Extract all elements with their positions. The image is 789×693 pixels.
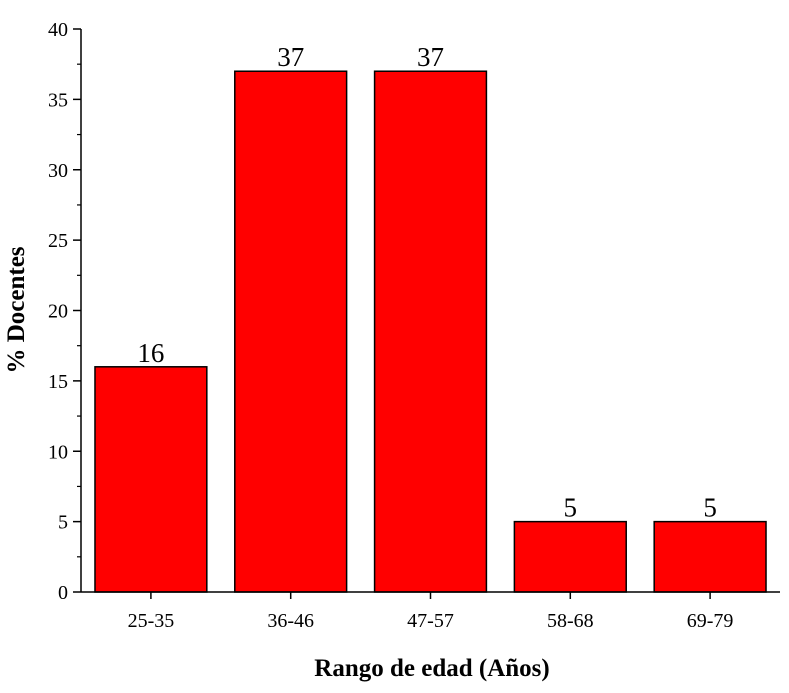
x-tick-label-47-57: 47-57 [407,610,454,632]
y-tick-label-40: 40 [48,19,68,41]
data-label-69-79: 5 [703,493,717,523]
y-tick-label-35: 35 [48,89,68,111]
data-label-25-35: 16 [137,338,164,368]
y-tick-label-15: 15 [48,371,68,393]
y-tick-label-25: 25 [48,230,68,252]
y-tick-label-20: 20 [48,301,68,323]
data-label-47-57: 37 [417,42,444,72]
y-tick-label-10: 10 [48,441,68,463]
data-label-58-68: 5 [564,493,578,523]
x-axis-title: Rango de edad (Años) [314,655,549,682]
x-axis: 25-35 36-46 47-57 58-68 69-79 [81,591,780,632]
bar-58-68 [513,520,627,593]
x-tick-label-25-35: 25-35 [128,610,175,632]
bars-group [94,70,767,593]
data-labels-group: 16 37 37 5 5 [137,42,716,522]
y-tick-label-5: 5 [58,512,68,534]
y-tick-label-0: 0 [58,582,68,604]
bar-69-79 [653,520,767,593]
bar-47-57 [373,70,488,593]
data-label-36-46: 37 [277,42,304,72]
y-tick-label-30: 30 [48,160,68,182]
x-tick-label-58-68: 58-68 [547,610,594,632]
bar-25-35 [94,366,208,593]
bar-36-46 [234,70,348,593]
y-axis: 0 5 10 15 20 25 30 35 40 [48,19,82,604]
x-tick-label-36-46: 36-46 [267,610,314,632]
x-tick-label-69-79: 69-79 [687,610,734,632]
y-axis-title: % Docentes [3,246,30,373]
